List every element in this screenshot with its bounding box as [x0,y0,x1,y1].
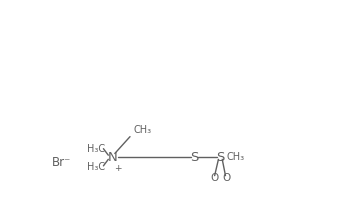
Text: H₃C: H₃C [87,144,105,154]
Text: CH₃: CH₃ [226,152,244,162]
Text: O: O [210,173,218,183]
Text: Br⁻: Br⁻ [52,156,71,169]
Text: +: + [114,164,121,173]
Text: N: N [108,151,118,164]
Text: S: S [216,151,224,164]
Text: S: S [190,151,198,164]
Text: O: O [222,173,230,183]
Text: H₃C: H₃C [87,162,105,172]
Text: CH₃: CH₃ [133,125,152,135]
